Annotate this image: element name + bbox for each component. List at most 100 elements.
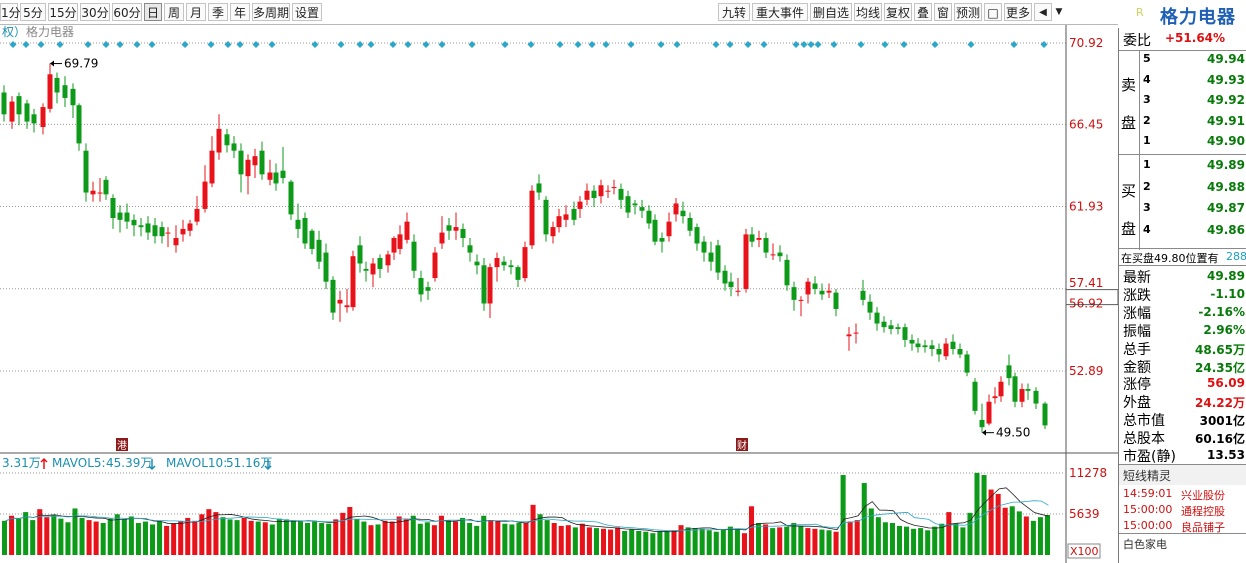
event-marker[interactable]	[268, 41, 276, 48]
candle-body[interactable]	[943, 343, 949, 357]
event-marker[interactable]	[207, 41, 215, 48]
volume-bar[interactable]	[290, 520, 296, 555]
candle-body[interactable]	[577, 201, 583, 209]
period-tab-2[interactable]: 15分	[48, 3, 78, 21]
volume-bar[interactable]	[333, 519, 339, 555]
volume-bar[interactable]	[889, 523, 895, 555]
candle-body[interactable]	[791, 287, 797, 300]
volume-bar[interactable]	[551, 523, 557, 555]
candle-body[interactable]	[680, 210, 686, 217]
event-marker[interactable]	[422, 41, 430, 48]
candle-body[interactable]	[625, 196, 631, 213]
event-marker[interactable]	[760, 41, 768, 48]
candle-body[interactable]	[446, 225, 452, 231]
volume-bar[interactable]	[192, 520, 198, 555]
volume-bar[interactable]	[805, 528, 811, 555]
volume-bar[interactable]	[431, 525, 437, 555]
candle-body[interactable]	[337, 299, 343, 304]
candle-body[interactable]	[701, 241, 707, 253]
candle-body[interactable]	[1019, 389, 1025, 402]
candle-body[interactable]	[194, 208, 200, 222]
candle-body[interactable]	[40, 107, 46, 128]
candle-body[interactable]	[632, 203, 638, 206]
event-marker[interactable]	[56, 41, 64, 48]
toolbar-item-5[interactable]: 叠	[914, 3, 932, 21]
candle-body[interactable]	[998, 381, 1004, 397]
volume-bar[interactable]	[643, 531, 649, 555]
candle-body[interactable]	[90, 190, 96, 195]
event-marker[interactable]	[389, 41, 397, 48]
period-tab-0[interactable]: 1分	[0, 3, 21, 21]
candle-body[interactable]	[846, 334, 852, 337]
volume-bar[interactable]	[558, 525, 564, 555]
kline-chart[interactable]: 70.92 66.45 61.93 57.41 56.92 52.89 权） 格力电器 69.7…	[0, 25, 1118, 563]
candle-body[interactable]	[295, 219, 301, 229]
volume-bar[interactable]	[58, 518, 64, 555]
volume-bar[interactable]	[685, 527, 691, 555]
candle-body[interactable]	[860, 290, 866, 300]
candle-body[interactable]	[895, 327, 901, 329]
candle-body[interactable]	[418, 278, 424, 295]
event-marker[interactable]	[657, 41, 665, 48]
candle-body[interactable]	[391, 238, 397, 253]
volume-bar[interactable]	[516, 523, 522, 555]
candle-body[interactable]	[323, 252, 329, 282]
volume-bar[interactable]	[960, 527, 966, 555]
volume-bar[interactable]	[79, 517, 85, 555]
candle-body[interactable]	[180, 228, 186, 235]
volume-bar[interactable]	[178, 521, 184, 555]
volume-bar[interactable]	[502, 523, 508, 555]
candle-body[interactable]	[252, 156, 258, 166]
volume-bar[interactable]	[142, 521, 148, 555]
volume-bar[interactable]	[664, 531, 670, 555]
event-marker[interactable]	[1010, 41, 1018, 48]
volume-bar[interactable]	[171, 523, 177, 555]
candle-body[interactable]	[165, 232, 171, 234]
candle-body[interactable]	[915, 343, 921, 348]
candle-body[interactable]	[330, 279, 336, 313]
candle-body[interactable]	[986, 401, 992, 424]
short-line-item[interactable]: 14:59:01 兴业股份	[1123, 487, 1225, 502]
volume-bar[interactable]	[974, 472, 980, 555]
volume-bar[interactable]	[438, 515, 444, 555]
period-tab-6[interactable]: 周	[164, 3, 184, 21]
volume-bar[interactable]	[579, 523, 585, 555]
candle-body[interactable]	[397, 234, 403, 249]
toolbar-item-6[interactable]: 窗	[934, 3, 952, 21]
event-marker[interactable]	[807, 41, 815, 48]
candle-body[interactable]	[964, 354, 970, 373]
candle-body[interactable]	[231, 143, 237, 151]
candle-body[interactable]	[259, 150, 265, 175]
volume-bar[interactable]	[995, 493, 1001, 555]
volume-bar[interactable]	[868, 508, 874, 555]
volume-bar[interactable]	[283, 519, 289, 555]
volume-bar[interactable]	[185, 517, 191, 555]
volume-bar[interactable]	[44, 517, 50, 555]
candle-body[interactable]	[460, 228, 466, 239]
event-marker[interactable]	[931, 41, 939, 48]
volume-bar[interactable]	[467, 523, 473, 555]
event-marker[interactable]	[712, 41, 720, 48]
volume-bar[interactable]	[410, 515, 416, 555]
volume-bar[interactable]	[149, 524, 156, 555]
candle-body[interactable]	[515, 267, 521, 280]
candle-body[interactable]	[563, 214, 569, 220]
candle-body[interactable]	[357, 245, 363, 264]
volume-bar[interactable]	[1002, 507, 1008, 555]
volume-bar[interactable]	[227, 519, 233, 555]
volume-bar[interactable]	[918, 528, 924, 555]
volume-bar[interactable]	[65, 522, 71, 555]
candle-body[interactable]	[979, 419, 985, 428]
volume-bar[interactable]	[128, 516, 134, 555]
candle-body[interactable]	[117, 212, 123, 220]
candle-body[interactable]	[1033, 390, 1039, 404]
volume-bar[interactable]	[833, 531, 839, 555]
event-marker[interactable]	[9, 41, 17, 48]
volume-bar[interactable]	[37, 509, 43, 555]
volume-bar[interactable]	[241, 517, 247, 555]
candle-body[interactable]	[735, 290, 741, 292]
candle-body[interactable]	[936, 348, 942, 355]
short-line-item[interactable]: 15:00:00 通程控股	[1123, 503, 1225, 518]
volume-bar[interactable]	[861, 483, 867, 555]
candle-body[interactable]	[529, 190, 535, 246]
